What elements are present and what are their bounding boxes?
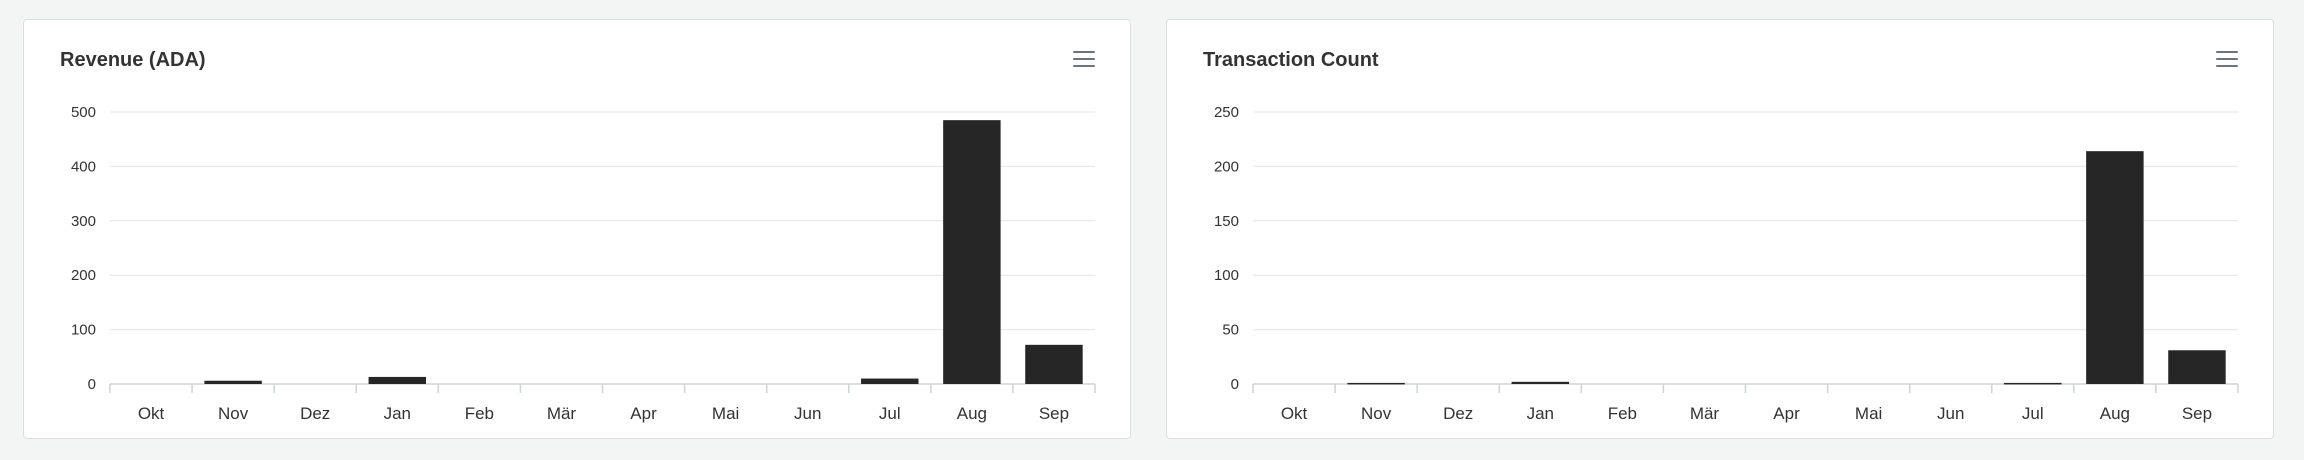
x-tick-label: Mai (1855, 404, 1882, 423)
x-tick-label: Apr (1773, 404, 1800, 423)
y-tick-label: 200 (1214, 158, 1239, 175)
y-tick-label: 500 (71, 104, 96, 121)
bar[interactable] (861, 378, 919, 384)
transaction-count-chart: 0 50 100 150 200 250 Okt Nov Dez Jan Feb Mär Apr Mai J… (1214, 104, 2239, 423)
bar[interactable] (2086, 151, 2144, 384)
y-tick-label: 0 (1231, 376, 1239, 393)
y-tick-label: 150 (1214, 213, 1239, 230)
x-tick-label: Jul (2022, 404, 2044, 423)
hamburger-menu-icon[interactable] (1073, 51, 1095, 69)
x-tick-label: Aug (957, 404, 987, 423)
bar[interactable] (204, 380, 262, 384)
y-tick-label: 400 (71, 158, 96, 175)
hamburger-menu-icon[interactable] (2216, 51, 2238, 69)
bar[interactable] (2168, 350, 2226, 384)
y-tick-label: 50 (1222, 322, 1239, 339)
bar[interactable] (1347, 382, 1405, 385)
x-tick-label: Dez (300, 404, 330, 423)
y-tick-label: 100 (1214, 267, 1239, 284)
y-tick-label: 100 (71, 322, 96, 339)
x-tick-label: Sep (1039, 404, 1069, 423)
x-tick-label: Okt (138, 404, 165, 423)
bar[interactable] (943, 120, 1001, 384)
y-tick-label: 300 (71, 213, 96, 230)
x-tick-label: Jun (1937, 404, 1964, 423)
bar[interactable] (1025, 344, 1083, 384)
y-tick-label: 250 (1214, 104, 1239, 121)
y-tick-label: 0 (88, 376, 96, 393)
revenue-chart: 0 100 200 300 400 500 Okt Nov Dez Jan Feb Mär Apr Mai… (71, 104, 1096, 423)
x-tick-label: Apr (630, 404, 657, 423)
x-tick-label: Mär (1690, 404, 1720, 423)
chart-title: Transaction Count (1203, 49, 1379, 71)
x-tick-label: Mai (712, 404, 739, 423)
x-tick-label: Okt (1281, 404, 1308, 423)
bar[interactable] (2004, 382, 2062, 385)
x-tick-label: Jul (879, 404, 901, 423)
bar[interactable] (368, 376, 427, 384)
x-tick-label: Feb (465, 404, 494, 423)
revenue-chart-panel: Revenue (ADA) 0 100 200 300 400 500 Okt Nov Dez J… (23, 19, 1131, 439)
x-tick-label: Jan (384, 404, 411, 423)
y-tick-label: 200 (71, 267, 96, 284)
x-tick-label: Jun (794, 404, 821, 423)
x-tick-label: Feb (1608, 404, 1637, 423)
x-tick-label: Dez (1443, 404, 1473, 423)
chart-title: Revenue (ADA) (60, 49, 206, 71)
x-tick-label: Mär (547, 404, 577, 423)
bar[interactable] (1511, 381, 1570, 384)
x-tick-label: Nov (1361, 404, 1392, 423)
x-tick-label: Jan (1527, 404, 1554, 423)
transaction-count-chart-panel: Transaction Count 0 50 100 150 200 250 Okt Nov D… (1166, 19, 2274, 439)
x-tick-label: Sep (2182, 404, 2212, 423)
x-tick-label: Nov (218, 404, 249, 423)
x-tick-label: Aug (2100, 404, 2130, 423)
